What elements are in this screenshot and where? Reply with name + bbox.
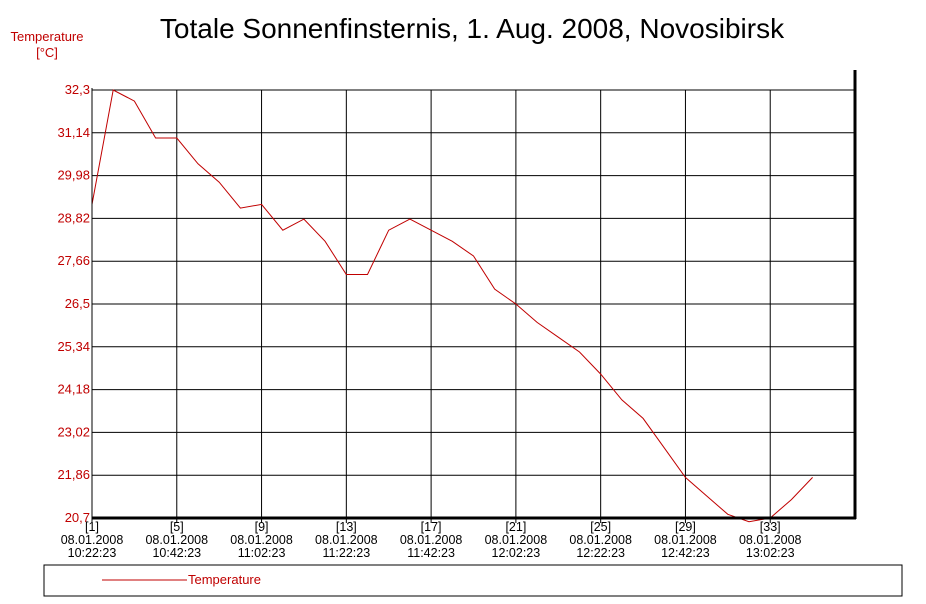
x-tick-label: [21] [505,520,526,534]
y-tick-label: 27,66 [57,253,90,268]
x-tick-label: [5] [170,520,184,534]
x-tick-label: 10:22:23 [68,546,117,560]
x-tick-label: 10:42:23 [152,546,201,560]
x-tick-label: 08.01.2008 [485,533,548,547]
x-tick-label: 08.01.2008 [569,533,632,547]
series-line-temperature [91,89,813,523]
y-tick-labels: 32,3 31,14 29,98 28,82 27,66 26,5 25,34 24,18 23… [57,82,90,525]
chart-title: Totale Sonnenfinsternis, 1. Aug. 2008, N… [160,13,785,44]
x-tick-label: [33] [760,520,781,534]
y-tick-label: 26,5 [65,296,90,311]
x-tick-label: [1] [85,520,99,534]
x-tick-label: [25] [590,520,611,534]
y-tick-label: 24,18 [57,382,90,397]
x-tick-label: [29] [675,520,696,534]
y-axis-unit: [°C] [36,45,58,60]
x-tick-label: 08.01.2008 [230,533,293,547]
y-tick-label: 25,34 [57,339,90,354]
x-tick-label: 08.01.2008 [61,533,124,547]
x-tick-label: 11:02:23 [238,546,286,560]
x-tick-label: 08.01.2008 [315,533,378,547]
x-tick-label: [13] [336,520,357,534]
y-tick-label: 32,3 [65,82,90,97]
y-axis-label: Temperature [11,29,84,44]
y-tick-label: 23,02 [57,424,90,439]
x-tick-label: 12:02:23 [492,546,541,560]
x-tick-label: 08.01.2008 [739,533,802,547]
y-tick-label: 28,82 [57,210,90,225]
x-tick-label: 13:02:23 [746,546,795,560]
x-tick-label: [9] [255,520,269,534]
x-tick-label: 11:22:23 [322,546,370,560]
x-tick-label: 08.01.2008 [400,533,463,547]
axes [91,70,857,520]
series-layer [91,89,813,523]
x-tick-label: 08.01.2008 [145,533,208,547]
legend-label-temperature: Temperature [188,572,261,587]
x-tick-label: 12:42:23 [661,546,710,560]
y-tick-label: 21,86 [57,467,90,482]
y-tick-label: 29,98 [57,168,90,183]
y-tick-label: 31,14 [57,125,90,140]
grid [91,89,855,523]
legend-box [43,564,903,597]
y-tick-label: 20,7 [65,510,90,525]
x-tick-label: [17] [421,520,442,534]
x-tick-label: 08.01.2008 [654,533,717,547]
x-tick-label: 12:22:23 [576,546,625,560]
x-tick-labels: [1]08.01.200810:22:23[5]08.01.200810:42:… [61,520,802,560]
x-tick-label: 11:42:23 [407,546,455,560]
